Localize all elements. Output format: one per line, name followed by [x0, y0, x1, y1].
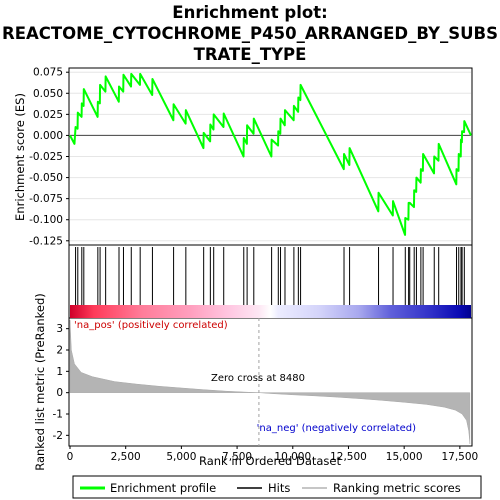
- ranking-metric-series: [69, 318, 471, 446]
- es-tick-label-2: 0.025: [33, 109, 63, 121]
- legend-hits-label: Hits: [268, 481, 290, 495]
- ranking-metric-area: [69, 320, 471, 444]
- metric-tick-label-3: 0: [56, 387, 63, 399]
- metric-tick-label-5: -2: [53, 430, 63, 442]
- legend-box: [72, 475, 482, 499]
- ranking-color-band: [70, 305, 471, 318]
- axes-ticks: 0.075 0.050 0.025 0.000 -0.025 -0.050 -0.075 -0…: [29, 67, 478, 463]
- es-tick-label-8: -0.125: [29, 235, 63, 247]
- x-tick-label-4: 10,000: [274, 451, 311, 463]
- es-tick-label-1: 0.050: [33, 88, 63, 100]
- x-tick-label-6: 15,000: [386, 451, 423, 463]
- es-tick-label-4: -0.025: [29, 151, 63, 163]
- metric-tick-label-0: 3: [56, 323, 63, 335]
- metric-tick-label-2: 1: [56, 366, 63, 378]
- es-tick-label-6: -0.075: [29, 193, 63, 205]
- es-tick-label-0: 0.075: [33, 67, 63, 79]
- es-gridlines: [70, 71, 471, 242]
- enrichment-profile-line: [69, 72, 472, 236]
- x-axis-label: Rank in Ordered Dataset: [199, 454, 342, 468]
- enrichment-profile-series: [69, 72, 472, 236]
- es-tick-label-3: 0.000: [33, 130, 63, 142]
- x-tick-label-2: 5,000: [166, 451, 196, 463]
- legend-metric-label: Ranking metric scores: [333, 481, 461, 495]
- legend-enrichment-label: Enrichment profile: [110, 481, 216, 495]
- x-tick-label-3: 7,500: [222, 451, 252, 463]
- x-tick-label-5: 12,500: [330, 451, 367, 463]
- es-tick-label-7: -0.100: [29, 214, 63, 226]
- metric-tick-label-1: 2: [56, 345, 63, 357]
- neg-correlated-label: 'na_neg' (negatively correlated): [257, 423, 416, 434]
- es-axis-label: Enrichment score (ES): [13, 93, 27, 221]
- chart-title-line-1: Enrichment plot:: [172, 3, 327, 22]
- metric-tick-label-4: -1: [53, 409, 63, 421]
- x-tick-label-7: 17,500: [441, 451, 478, 463]
- pos-correlated-label: 'na_pos' (positively correlated): [74, 320, 228, 331]
- chart-title-line-3: TRATE_TYPE: [194, 45, 307, 64]
- es-tick-label-5: -0.050: [29, 172, 63, 184]
- x-tick-label-0: 0: [67, 451, 74, 463]
- legend: Enrichment profile Hits Ranking metric s…: [72, 475, 482, 499]
- zero-cross-label: Zero cross at 8480: [211, 373, 305, 384]
- x-tick-label-1: 2,500: [111, 451, 141, 463]
- metric-axis-label: Ranked list metric (PreRanked): [33, 293, 47, 471]
- hits-series: [75, 247, 465, 305]
- chart-title-line-2: REACTOME_CYTOCHROME_P450_ARRANGED_BY_SUB…: [2, 24, 498, 43]
